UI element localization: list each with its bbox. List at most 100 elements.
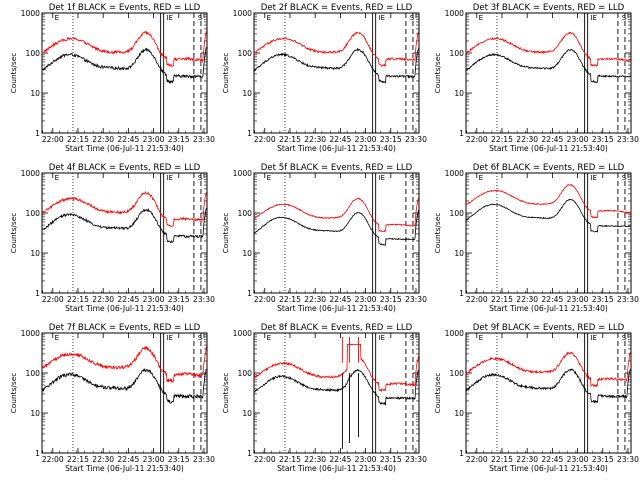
x-tick-label: 22:00: [466, 295, 488, 304]
x-tick-label: 22:45: [117, 455, 139, 464]
x-tick-label: 23:00: [567, 295, 589, 304]
x-axis-title: Start Time (06-Jul-11 21:53:40): [65, 304, 184, 313]
y-tick-label: 1: [247, 449, 252, 458]
x-tick-label: 22:15: [279, 135, 301, 144]
plot-frame: [41, 172, 208, 294]
x-tick-label: 22:15: [491, 295, 513, 304]
x-tick-label: 23:15: [168, 135, 190, 144]
x-tick-label: 22:45: [117, 135, 139, 144]
marker-label: E: [267, 14, 271, 22]
x-tick-label: 22:30: [516, 455, 538, 464]
y-tick-label: 10: [30, 409, 40, 418]
plot-frame: [41, 332, 208, 454]
y-tick-label: 1: [247, 289, 252, 298]
x-tick-label: 22:30: [516, 135, 538, 144]
x-tick-label: 22:30: [92, 135, 114, 144]
x-axis-title: Start Time (06-Jul-11 21:53:40): [65, 464, 184, 473]
panel-title: Det 3f BLACK = Events, RED = LLD: [473, 3, 625, 13]
y-tick-label: 100: [450, 49, 465, 58]
y-axis-title: Counts/sec: [9, 373, 18, 414]
y-tick-label: 10: [454, 89, 464, 98]
x-tick-label: 22:00: [42, 295, 64, 304]
y-tick-label: 1000: [233, 9, 252, 18]
marker-label: S: [410, 174, 415, 182]
y-tick-label: 1: [247, 129, 252, 138]
y-axis-title: Counts/sec: [221, 373, 230, 414]
x-tick-label: 23:15: [592, 135, 614, 144]
marker-label: S: [410, 334, 415, 342]
x-tick-label: 22:30: [516, 295, 538, 304]
x-tick-label: 23:30: [405, 455, 427, 464]
y-tick-label: 1000: [21, 9, 40, 18]
x-tick-label: 23:00: [355, 295, 377, 304]
series-lld-line: [41, 30, 207, 68]
plot-frame: [253, 12, 420, 134]
y-tick-label: 1: [459, 449, 464, 458]
panel-det-5: Det 5f BLACK = Events, RED = LLD 1 10 100 10…: [221, 163, 427, 313]
series-events-line: [41, 207, 207, 244]
x-tick-label: 23:00: [143, 135, 165, 144]
y-tick-label: 1000: [233, 169, 252, 178]
marker-label: E: [55, 14, 59, 22]
y-tick-label: 10: [30, 89, 40, 98]
y-axis-title: Counts/sec: [9, 213, 18, 254]
marker-label: IE: [166, 334, 173, 342]
x-tick-label: 23:00: [567, 135, 589, 144]
panel-title: Det 8f BLACK = Events, RED = LLD: [261, 323, 413, 333]
x-axis-title: Start Time (06-Jul-11 21:53:40): [489, 464, 608, 473]
panel-title: Det 4f BLACK = Events, RED = LLD: [49, 163, 201, 173]
y-tick-label: 100: [238, 49, 253, 58]
x-tick-label: 23:00: [143, 295, 165, 304]
series-events-line: [253, 47, 419, 84]
y-tick-label: 10: [30, 249, 40, 258]
x-tick-label: 22:00: [466, 455, 488, 464]
y-tick-label: 1000: [445, 169, 464, 178]
x-tick-label: 23:15: [168, 455, 190, 464]
series-events-line: [41, 368, 207, 404]
x-tick-label: 23:00: [567, 455, 589, 464]
y-tick-label: 1: [459, 289, 464, 298]
marker-label: S: [622, 174, 627, 182]
panel-title: Det 7f BLACK = Events, RED = LLD: [49, 323, 201, 333]
plot-frame: [253, 332, 420, 454]
y-axis-title: Counts/sec: [9, 53, 18, 94]
x-tick-label: 22:45: [541, 455, 563, 464]
y-tick-label: 10: [454, 409, 464, 418]
x-tick-label: 23:00: [355, 135, 377, 144]
marker-label: IE: [378, 14, 385, 22]
series-lld-line: [465, 351, 631, 388]
panel-title: Det 2f BLACK = Events, RED = LLD: [261, 3, 413, 13]
x-tick-label: 22:30: [92, 295, 114, 304]
marker-label: S: [622, 14, 627, 22]
y-tick-label: 1: [35, 289, 40, 298]
y-tick-label: 1000: [445, 9, 464, 18]
series-lld-line: [253, 197, 419, 232]
marker-label: E: [479, 14, 483, 22]
series-lld-line: [465, 31, 631, 67]
x-tick-label: 22:15: [279, 295, 301, 304]
marker-label: E: [55, 334, 59, 342]
series-lld-line: [465, 184, 631, 219]
x-axis-title: Start Time (06-Jul-11 21:53:40): [489, 144, 608, 153]
plot-frame: [465, 332, 632, 454]
y-tick-label: 1: [35, 449, 40, 458]
x-tick-label: 23:30: [193, 455, 215, 464]
x-tick-label: 23:00: [143, 455, 165, 464]
plot-frame: [465, 172, 632, 294]
x-axis-title: Start Time (06-Jul-11 21:53:40): [277, 304, 396, 313]
marker-label: E: [267, 174, 271, 182]
marker-label: E: [479, 334, 483, 342]
panel-det-3: Det 3f BLACK = Events, RED = LLD 1 10 100 10…: [433, 3, 639, 153]
marker-label: S: [198, 14, 203, 22]
y-tick-label: 10: [242, 89, 252, 98]
x-tick-label: 22:45: [117, 295, 139, 304]
panel-det-7: Det 7f BLACK = Events, RED = LLD 1 10 100 10…: [9, 323, 215, 473]
plot-frame: [41, 12, 208, 134]
series-events-line: [465, 198, 631, 233]
y-tick-label: 100: [238, 209, 253, 218]
series-events-line: [253, 210, 419, 246]
series-lld-line: [253, 31, 419, 67]
x-tick-label: 22:00: [254, 135, 276, 144]
series-lld-line: [42, 345, 207, 384]
panel-det-1: Det 1f BLACK = Events, RED = LLD 1 10 100 10…: [9, 3, 215, 153]
